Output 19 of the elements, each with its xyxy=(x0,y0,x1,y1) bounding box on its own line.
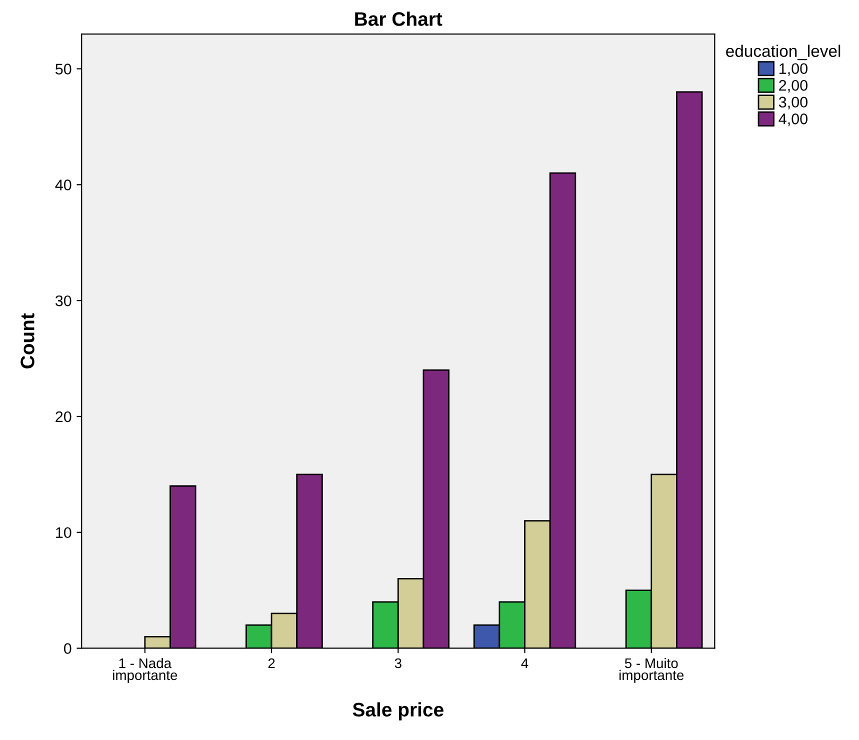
legend-title: education_level xyxy=(726,44,840,60)
y-tick-label: 30 xyxy=(55,295,72,306)
legend-label: 3,00 xyxy=(778,96,808,110)
y-tick-label: 40 xyxy=(55,180,72,190)
y-tick-label: 20 xyxy=(56,411,72,422)
y-tick-label: 50 xyxy=(56,64,72,74)
y-tick-label: 10 xyxy=(56,527,72,538)
x-tick-label: 4 xyxy=(521,658,528,668)
legend-label: 1,00 xyxy=(780,63,808,76)
legend-label: 4,00 xyxy=(778,114,808,126)
x-tick-label: 2 xyxy=(268,658,275,668)
x-tick-label: 5 - Muito importante xyxy=(620,658,684,683)
y-axis-title: Count xyxy=(20,313,34,368)
x-axis-title: Sale price xyxy=(352,702,444,720)
legend-label: 2,00 xyxy=(779,80,808,93)
chart-title: Bar Chart xyxy=(355,12,442,26)
y-tick-label: 0 xyxy=(64,643,72,654)
x-tick-label: 3 xyxy=(394,658,402,668)
x-tick-label: 1 - Nada importante xyxy=(113,658,178,683)
